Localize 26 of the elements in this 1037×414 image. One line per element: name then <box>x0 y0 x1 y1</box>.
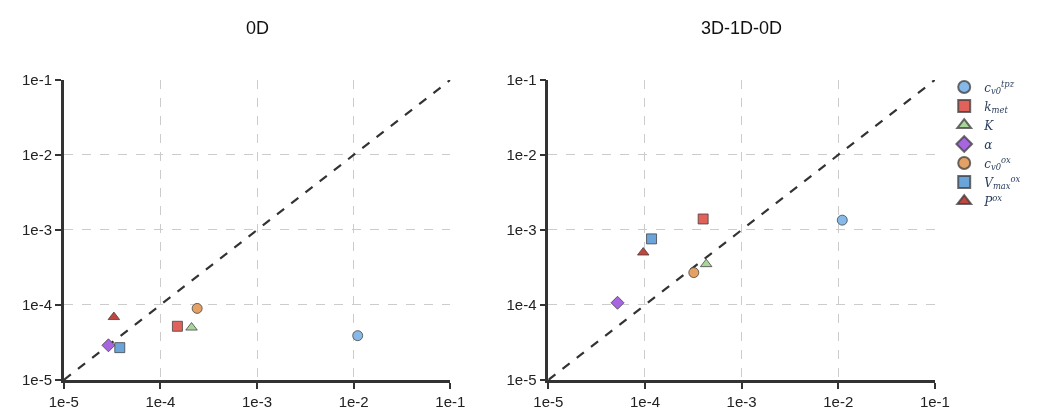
y-tick-label: 1e-5 <box>506 371 537 389</box>
x-tick-label: 1e-5 <box>533 392 564 410</box>
y-tick-label: 1e-4 <box>21 296 52 314</box>
x-tick-label: 1e-4 <box>145 392 176 410</box>
x-tick-label: 1e-2 <box>338 392 369 410</box>
x-tick-label: 1e-2 <box>823 392 854 410</box>
y-tick-label: 1e-3 <box>21 221 52 239</box>
chart-title: 3D-1D-0D <box>701 18 783 38</box>
y-tick-label: 1e-4 <box>506 296 537 314</box>
x-tick-label: 1e-3 <box>242 392 273 410</box>
x-tick-label: 1e-3 <box>726 392 757 410</box>
y-tick-label: 1e-1 <box>506 71 537 89</box>
chart-title: 0D <box>246 18 270 38</box>
x-tick-label: 1e-5 <box>48 392 79 410</box>
x-tick-label: 1e-1 <box>919 392 950 410</box>
legend-label: α <box>984 137 993 152</box>
y-tick-label: 1e-2 <box>21 146 52 164</box>
x-tick-label: 1e-4 <box>629 392 660 410</box>
y-tick-label: 1e-5 <box>21 371 52 389</box>
y-tick-label: 1e-2 <box>506 146 537 164</box>
legend-label: K <box>983 118 995 133</box>
y-tick-label: 1e-3 <box>506 221 537 239</box>
y-tick-label: 1e-1 <box>21 71 52 89</box>
legend-label: k$_{met}$ <box>984 99 1009 116</box>
x-tick-label: 1e-1 <box>435 392 466 410</box>
legend-label: P$^{ox}$ <box>983 192 1003 209</box>
